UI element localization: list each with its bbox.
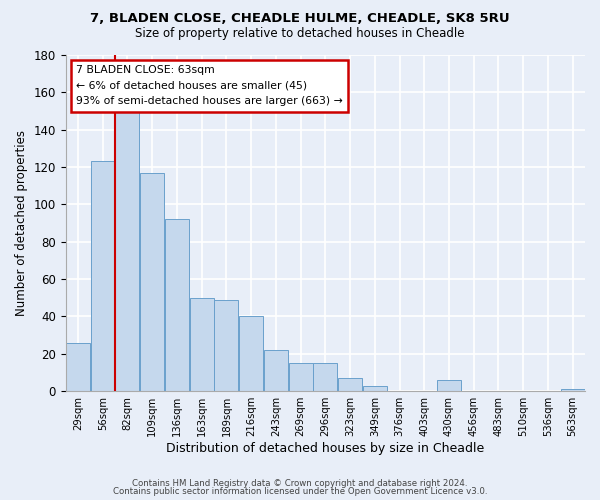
Bar	[264, 350, 288, 391]
Text: Contains public sector information licensed under the Open Government Licence v3: Contains public sector information licen…	[113, 487, 487, 496]
Bar	[214, 300, 238, 391]
Bar	[289, 363, 313, 391]
Text: Contains HM Land Registry data © Crown copyright and database right 2024.: Contains HM Land Registry data © Crown c…	[132, 478, 468, 488]
Bar	[91, 162, 115, 391]
Bar	[140, 172, 164, 391]
X-axis label: Distribution of detached houses by size in Cheadle: Distribution of detached houses by size …	[166, 442, 484, 455]
Bar	[115, 111, 139, 391]
Bar	[560, 390, 584, 391]
Text: 7 BLADEN CLOSE: 63sqm
← 6% of detached houses are smaller (45)
93% of semi-detac: 7 BLADEN CLOSE: 63sqm ← 6% of detached h…	[76, 65, 343, 106]
Text: 7, BLADEN CLOSE, CHEADLE HULME, CHEADLE, SK8 5RU: 7, BLADEN CLOSE, CHEADLE HULME, CHEADLE,…	[90, 12, 510, 26]
Bar	[313, 363, 337, 391]
Bar	[437, 380, 461, 391]
Bar	[190, 298, 214, 391]
Bar	[363, 386, 387, 391]
Y-axis label: Number of detached properties: Number of detached properties	[15, 130, 28, 316]
Bar	[239, 316, 263, 391]
Bar	[338, 378, 362, 391]
Bar	[66, 342, 90, 391]
Text: Size of property relative to detached houses in Cheadle: Size of property relative to detached ho…	[135, 28, 465, 40]
Bar	[165, 220, 189, 391]
